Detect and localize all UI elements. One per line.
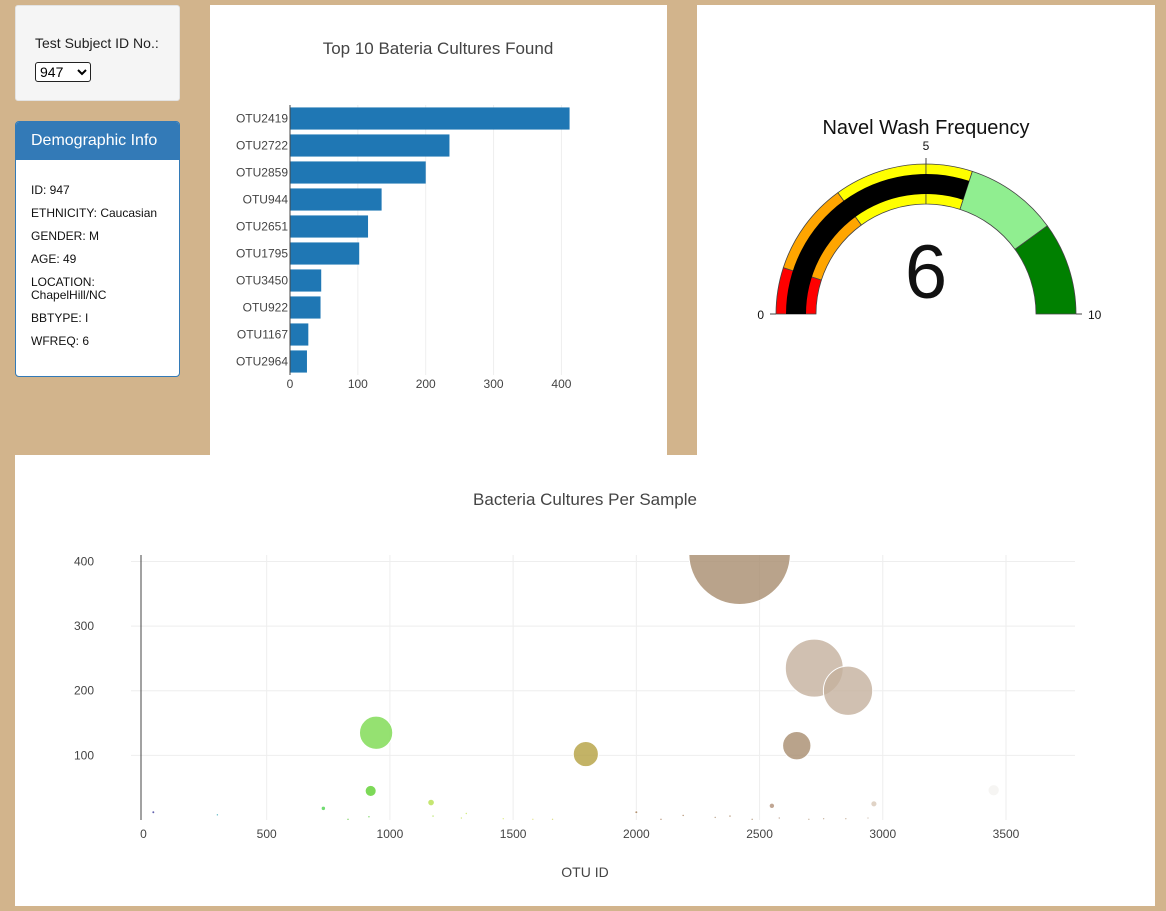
demo-location: LOCATION: ChapelHill/NC — [31, 275, 107, 302]
bar — [290, 269, 322, 292]
bubble-x-tick-label: 3000 — [869, 827, 896, 841]
bubble-y-tick-label: 200 — [74, 684, 94, 698]
subject-selector-label: Test Subject ID No.: — [35, 35, 159, 51]
bar-category-label: OTU2859 — [236, 166, 288, 180]
gauge-value-text: 6 — [905, 230, 947, 315]
bubble — [320, 805, 327, 812]
bubble — [215, 813, 220, 817]
bar — [290, 188, 382, 211]
bubble — [987, 784, 1000, 797]
gauge-tick-label: 10 — [1088, 308, 1102, 322]
bubble-chart-title: Bacteria Cultures Per Sample — [473, 490, 697, 509]
bubble — [750, 817, 754, 820]
bubble — [367, 815, 371, 819]
bar — [290, 323, 309, 346]
gauge-title: Navel Wash Frequency — [822, 117, 1029, 139]
bubble-x-axis-title: OTU ID — [561, 864, 608, 880]
bubble — [572, 741, 599, 768]
bar-category-label: OTU922 — [243, 301, 289, 315]
bar — [290, 350, 307, 373]
bubble-chart-card: Bacteria Cultures Per Sample 0 500 1000 1500… — [15, 455, 1155, 906]
bubble — [151, 810, 156, 815]
gauge-chart-card: Navel Wash Frequency 0 5 10 6 — [697, 5, 1155, 455]
bar-category-label: OTU1795 — [236, 247, 288, 261]
bubble-x-tick-label: 0 — [140, 827, 147, 841]
bubble-chart: Bacteria Cultures Per Sample 0 500 1000 1500… — [74, 490, 1075, 880]
subject-id-select[interactable]: 947 — [35, 62, 91, 82]
demo-wfreq: WFREQ: 6 — [31, 334, 90, 348]
bubble — [688, 555, 791, 605]
bar-x-tick-label: 100 — [348, 377, 368, 391]
bar — [290, 215, 369, 238]
bubble — [821, 817, 826, 820]
bubble-x-tick-label: 2500 — [746, 827, 773, 841]
bubble — [844, 817, 848, 820]
demo-bbtype: BBTYPE: I — [31, 311, 89, 325]
subject-selector-well: Test Subject ID No.: 947 — [15, 5, 180, 101]
bubble — [782, 731, 812, 761]
bubble-x-tick-label: 500 — [257, 827, 277, 841]
bar — [290, 107, 570, 130]
bar-x-tick-label: 300 — [484, 377, 504, 391]
bubble-x-tick-label: 3500 — [993, 827, 1020, 841]
bar-chart-card: Top 10 Bateria Cultures Found 0 100 200 300 4… — [210, 5, 667, 455]
bar-x-tick-label: 0 — [287, 377, 294, 391]
bar-x-tick-label: 200 — [416, 377, 436, 391]
bar — [290, 242, 360, 265]
bubble-x-tick-label: 2000 — [623, 827, 650, 841]
bubble — [822, 665, 874, 716]
bubble — [807, 817, 811, 820]
bar-category-label: OTU2419 — [236, 112, 288, 126]
bubble — [531, 817, 535, 820]
bubble-series — [151, 555, 1000, 820]
bubble — [681, 813, 685, 818]
bar-category-label: OTU3450 — [236, 274, 288, 288]
bubble — [777, 816, 781, 820]
demo-gender: GENDER: M — [31, 229, 100, 243]
bubble-x-tick-label: 1000 — [377, 827, 404, 841]
demo-id: ID: 947 — [31, 183, 70, 197]
bubble — [866, 816, 870, 820]
bubble — [501, 817, 505, 820]
bubble — [364, 784, 377, 797]
bubble-y-tick-label: 400 — [74, 554, 94, 568]
bar-category-label: OTU2722 — [236, 139, 288, 153]
bubble — [713, 815, 717, 820]
bubble-y-tick-label: 300 — [74, 619, 94, 633]
demo-age: AGE: 49 — [31, 252, 77, 266]
gauge-chart: Navel Wash Frequency 0 5 10 6 — [757, 117, 1102, 322]
bubble-x-tick-label: 1500 — [500, 827, 527, 841]
bubble — [459, 816, 464, 820]
demographic-panel-body: ID: 947 ETHNICITY: Caucasian GENDER: M A… — [16, 160, 179, 348]
gauge-tick-label: 5 — [923, 139, 930, 153]
bubble — [550, 817, 555, 820]
bar — [290, 296, 321, 319]
bar-chart-title: Top 10 Bateria Cultures Found — [323, 39, 554, 58]
bubble — [634, 810, 639, 815]
bubble-y-tick-label: 100 — [74, 748, 94, 762]
bubble — [464, 811, 469, 816]
bar-chart: Top 10 Bateria Cultures Found 0 100 200 300 4… — [236, 39, 572, 391]
demographic-panel-title: Demographic Info — [16, 122, 179, 160]
bubble — [431, 814, 435, 818]
bar-category-label: OTU2651 — [236, 220, 288, 234]
bubble — [346, 817, 350, 820]
bar — [290, 161, 426, 184]
bar-category-label: OTU2964 — [236, 355, 288, 369]
bubble — [768, 802, 776, 809]
gauge-tick-label: 0 — [757, 308, 764, 322]
gauge-value-bar — [786, 174, 970, 314]
bubble — [659, 817, 663, 820]
demographic-panel: Demographic Info ID: 947 ETHNICITY: Cauc… — [15, 121, 180, 377]
bar-category-label: OTU1167 — [237, 328, 288, 342]
bubble — [358, 715, 394, 750]
bubble — [728, 814, 732, 818]
bubble — [870, 800, 878, 808]
bar-x-tick-label: 400 — [551, 377, 571, 391]
bar — [290, 134, 450, 157]
bar-category-label: OTU944 — [243, 193, 289, 207]
bubble — [427, 798, 435, 807]
demo-ethnicity: ETHNICITY: Caucasian — [31, 206, 158, 220]
